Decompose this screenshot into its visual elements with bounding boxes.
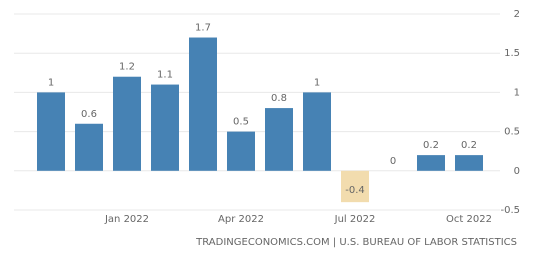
data-label: 0.6 (81, 109, 97, 120)
bar (227, 131, 255, 171)
data-label: 0.5 (233, 117, 249, 128)
data-label: 0.2 (461, 140, 477, 151)
bar (151, 84, 179, 171)
x-tick-label: Apr 2022 (218, 214, 264, 225)
y-tick-label: -0.5 (500, 205, 520, 216)
data-label: 0.8 (271, 93, 287, 104)
x-tick-label: Oct 2022 (446, 214, 492, 225)
bar (303, 92, 331, 171)
y-tick-label: 2 (514, 9, 520, 20)
data-label: -0.4 (345, 185, 365, 196)
bar (75, 123, 103, 171)
bar (341, 170, 369, 203)
data-label: 1 (314, 77, 320, 88)
data-label: 1.7 (195, 23, 211, 34)
data-label: 0 (390, 156, 396, 167)
x-tick-label: Jul 2022 (334, 214, 376, 225)
data-label: 1 (48, 77, 54, 88)
y-tick-label: 0.5 (504, 127, 520, 138)
bar (417, 155, 445, 171)
data-label: 0.2 (423, 140, 439, 151)
y-tick-label: 0 (514, 166, 520, 177)
bar (113, 76, 141, 171)
y-tick-label: 1 (514, 87, 520, 98)
data-label: 1.2 (119, 62, 135, 73)
bar (189, 37, 217, 171)
bar (37, 92, 65, 171)
source: TRADINGECONOMICS.COM | U.S. BUREAU OF LA… (195, 237, 517, 248)
bar (265, 108, 293, 171)
data-label: 1.1 (157, 70, 173, 81)
bar (455, 155, 483, 171)
x-tick-label: Jan 2022 (104, 214, 149, 225)
y-tick-label: 1.5 (504, 48, 520, 59)
